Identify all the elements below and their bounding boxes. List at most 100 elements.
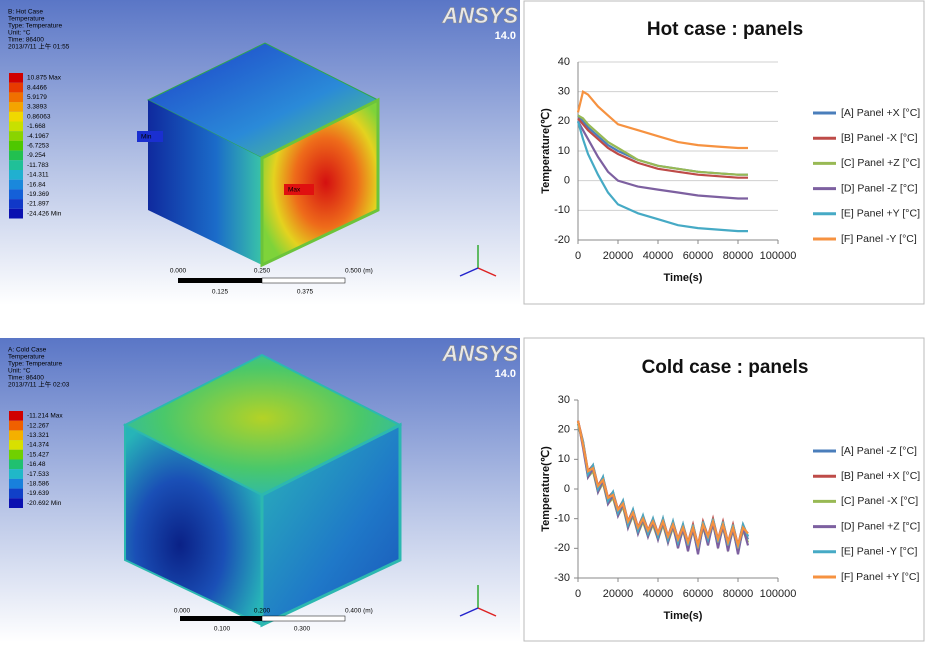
min-tag-text: Min xyxy=(141,134,152,141)
sim-header: Temperature xyxy=(8,354,45,361)
x-tick-label: 100000 xyxy=(760,250,797,262)
x-tick-label: 60000 xyxy=(683,588,714,600)
legend-label: 0.86063 xyxy=(27,113,51,120)
scale-label: 0.250 xyxy=(254,268,271,275)
scale-bar xyxy=(178,278,262,283)
cold-sim-panel xyxy=(0,338,520,642)
legend-label: -13.321 xyxy=(27,432,49,439)
legend-swatch xyxy=(9,479,23,489)
legend-label: -21.897 xyxy=(27,201,49,208)
x-tick-label: 60000 xyxy=(683,250,714,262)
legend-swatch xyxy=(9,83,23,93)
legend-label: [D] Panel -Z [°C] xyxy=(841,182,918,194)
scale-label: 0.100 xyxy=(214,626,231,633)
sim-header: A: Cold Case xyxy=(8,347,47,354)
y-tick-label: 10 xyxy=(558,145,570,157)
legend-label: -19.369 xyxy=(27,191,49,198)
y-tick-label: -30 xyxy=(554,572,570,584)
legend-label: [A] Panel -Z [°C] xyxy=(841,445,917,457)
legend-swatch xyxy=(9,189,23,199)
legend-label: -20.692 Min xyxy=(27,500,62,507)
legend-label: -15.427 xyxy=(27,451,49,458)
y-tick-label: 30 xyxy=(558,394,570,406)
sim-header: Time: 86400 xyxy=(8,375,44,382)
sim-header: Type: Temperature xyxy=(8,23,62,30)
y-tick-label: 20 xyxy=(558,115,570,127)
legend-label: -14.311 xyxy=(27,172,49,179)
legend-label: -6.7253 xyxy=(27,142,49,149)
legend-swatch xyxy=(9,122,23,132)
legend-label: [B] Panel -X [°C] xyxy=(841,132,918,144)
legend-label: 3.3893 xyxy=(27,104,47,111)
y-tick-label: -10 xyxy=(554,204,570,216)
y-tick-label: 10 xyxy=(558,453,570,465)
legend-label: -18.586 xyxy=(27,480,49,487)
y-tick-label: 0 xyxy=(564,483,570,495)
legend-swatch xyxy=(9,170,23,180)
ansys-logo: ANSYS xyxy=(441,3,518,28)
legend-swatch xyxy=(9,440,23,450)
sim-header: 2013/7/11 上午 01:55 xyxy=(8,42,70,51)
legend-label: -24.426 Min xyxy=(27,210,62,217)
legend-label: [F] Panel +Y [°C] xyxy=(841,571,919,583)
legend-label: -1.668 xyxy=(27,123,46,130)
legend-swatch xyxy=(9,73,23,83)
legend-swatch xyxy=(9,460,23,470)
scale-label: 0.125 xyxy=(212,289,229,296)
page: {"chart_data": [ {"type": "line", "title… xyxy=(0,0,925,647)
figure: B: Hot CaseTemperatureType: TemperatureU… xyxy=(0,0,925,642)
legend-swatch xyxy=(9,411,23,421)
sim-header: Temperature xyxy=(8,16,45,23)
legend-label: -12.267 xyxy=(27,422,49,429)
legend-swatch xyxy=(9,498,23,508)
legend-swatch xyxy=(9,199,23,209)
legend-swatch xyxy=(9,102,23,112)
x-tick-label: 100000 xyxy=(760,588,797,600)
y-tick-label: 20 xyxy=(558,424,570,436)
y-axis-label: Temperature(℃) xyxy=(540,108,552,194)
legend-label: -19.639 xyxy=(27,490,49,497)
legend-label: -16.84 xyxy=(27,181,46,188)
y-tick-label: 40 xyxy=(558,56,570,68)
sim-header: Time: 86400 xyxy=(8,37,44,44)
legend-swatch xyxy=(9,92,23,102)
scale-label: 0.375 xyxy=(297,289,314,296)
legend-swatch xyxy=(9,489,23,499)
y-tick-label: 30 xyxy=(558,86,570,98)
legend-label: 8.4466 xyxy=(27,84,47,91)
legend-label: [E] Panel +Y [°C] xyxy=(841,208,920,220)
legend-swatch xyxy=(9,141,23,151)
x-tick-label: 40000 xyxy=(643,250,674,262)
x-axis-label: Time(s) xyxy=(664,610,703,622)
chart-title: Cold case : panels xyxy=(642,357,809,378)
y-tick-label: -10 xyxy=(554,513,570,525)
sim-header: Unit: °C xyxy=(8,367,31,375)
legend-label: [E] Panel -Y [°C] xyxy=(841,546,917,558)
legend-swatch xyxy=(9,430,23,440)
legend-label: -14.374 xyxy=(27,442,49,449)
x-tick-label: 20000 xyxy=(603,250,634,262)
legend-label: -11.783 xyxy=(27,162,49,169)
legend-swatch xyxy=(9,209,23,219)
legend-swatch xyxy=(9,112,23,122)
y-tick-label: -20 xyxy=(554,542,570,554)
legend-swatch xyxy=(9,180,23,190)
scale-bar xyxy=(262,278,345,283)
x-tick-label: 80000 xyxy=(723,250,754,262)
scale-bar xyxy=(180,616,262,621)
legend-label: -16.48 xyxy=(27,461,46,468)
chart-title: Hot case : panels xyxy=(647,19,803,40)
ansys-version: 14.0 xyxy=(495,30,516,42)
x-axis-label: Time(s) xyxy=(664,272,703,284)
sim-header: B: Hot Case xyxy=(8,9,43,16)
sim-header: Unit: °C xyxy=(8,29,31,37)
legend-label: -9.254 xyxy=(27,152,46,159)
legend-label: [C] Panel +Z [°C] xyxy=(841,157,920,169)
x-tick-label: 40000 xyxy=(643,588,674,600)
legend-label: 10.875 Max xyxy=(27,75,62,82)
x-tick-label: 20000 xyxy=(603,588,634,600)
ansys-logo: ANSYS xyxy=(441,341,518,366)
x-tick-label: 0 xyxy=(575,588,581,600)
scale-label: 0.000 xyxy=(170,268,187,275)
scale-label: 0.400 (m) xyxy=(345,608,373,615)
